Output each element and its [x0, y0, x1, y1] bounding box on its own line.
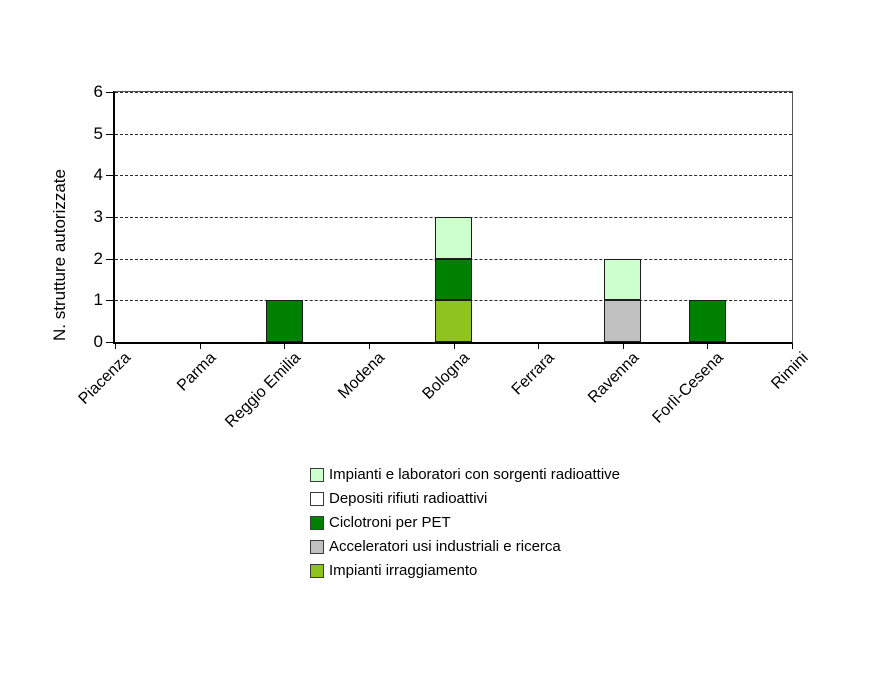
x-category-label-5: Ferrara [508, 349, 558, 399]
gridline-y-4 [115, 175, 792, 177]
y-tick-label-3: 3 [93, 207, 103, 226]
x-category-label-2: Reggio Emilia [221, 349, 304, 432]
legend-row-1: Depositi rifiuti radioattivi [310, 487, 620, 511]
bar-segment [435, 217, 472, 259]
x-category-label-7: Forlì-Cesena [649, 349, 727, 427]
legend-swatch-icon [310, 492, 324, 506]
legend-row-4: Impianti irraggiamento [310, 559, 620, 583]
y-tick-label-6: 6 [93, 82, 103, 101]
x-tick-mark-3 [368, 344, 370, 349]
legend-row-2: Ciclotroni per PET [310, 511, 620, 535]
bar-ravenna [604, 258, 642, 342]
y-tick-label-4: 4 [93, 165, 103, 185]
legend-swatch-icon [310, 564, 324, 578]
x-tick-mark-8 [792, 344, 793, 349]
legend-swatch-icon [310, 540, 324, 554]
bar-segment [604, 300, 642, 342]
x-tick-mark-6 [622, 344, 624, 349]
x-tick-mark-7 [707, 344, 709, 349]
bar-segment [604, 258, 642, 301]
y-tick-label-1: 1 [93, 290, 103, 310]
y-tick-mark-2 [106, 258, 113, 260]
legend: Impianti e laboratori con sorgenti radio… [310, 463, 620, 583]
x-tick-mark-4 [453, 344, 455, 349]
gridline-y-5 [115, 133, 792, 135]
bar-segment [435, 300, 472, 342]
x-category-label-1: Parma [173, 349, 219, 395]
legend-swatch-icon [310, 516, 324, 530]
y-tick-label-5: 5 [93, 123, 103, 143]
legend-row-3: Acceleratori usi industriali e ricerca [310, 535, 620, 559]
plot-area [113, 91, 793, 344]
x-tick-mark-0 [115, 344, 116, 349]
bar-forl-cesena [688, 300, 726, 342]
x-tick-mark-5 [538, 344, 540, 349]
y-tick-mark-0 [106, 342, 113, 343]
y-tick-label-2: 2 [93, 248, 103, 268]
legend-label: Ciclotroni per PET [329, 514, 451, 531]
y-tick-mark-5 [106, 133, 113, 135]
x-category-label-3: Modena [335, 349, 389, 403]
bar-reggio-emilia [265, 300, 303, 342]
legend-swatch-icon [310, 468, 324, 482]
legend-label: Impianti e laboratori con sorgenti radio… [329, 466, 620, 483]
x-category-label-6: Ravenna [584, 349, 643, 407]
x-category-label-4: Bologna [419, 349, 473, 403]
legend-label: Depositi rifiuti radioattivi [329, 490, 488, 507]
bar-segment [688, 300, 726, 342]
x-category-label-0: Piacenza [75, 349, 135, 408]
x-tick-mark-1 [199, 344, 201, 349]
legend-label: Impianti irraggiamento [329, 562, 478, 579]
legend-row-0: Impianti e laboratori con sorgenti radio… [310, 463, 620, 487]
y-tick-mark-1 [106, 300, 113, 302]
x-tick-mark-2 [284, 344, 286, 349]
legend-label: Acceleratori usi industriali e ricerca [329, 538, 561, 555]
bar-bologna [435, 217, 472, 342]
y-tick-mark-3 [106, 217, 113, 218]
y-tick-mark-4 [106, 175, 113, 177]
bar-segment [435, 258, 472, 301]
bar-segment [265, 300, 303, 342]
y-tick-mark-6 [106, 92, 113, 93]
x-category-label-8: Rimini [767, 349, 812, 393]
y-tick-label-0: 0 [93, 332, 103, 351]
gridline-y-6 [115, 92, 792, 93]
